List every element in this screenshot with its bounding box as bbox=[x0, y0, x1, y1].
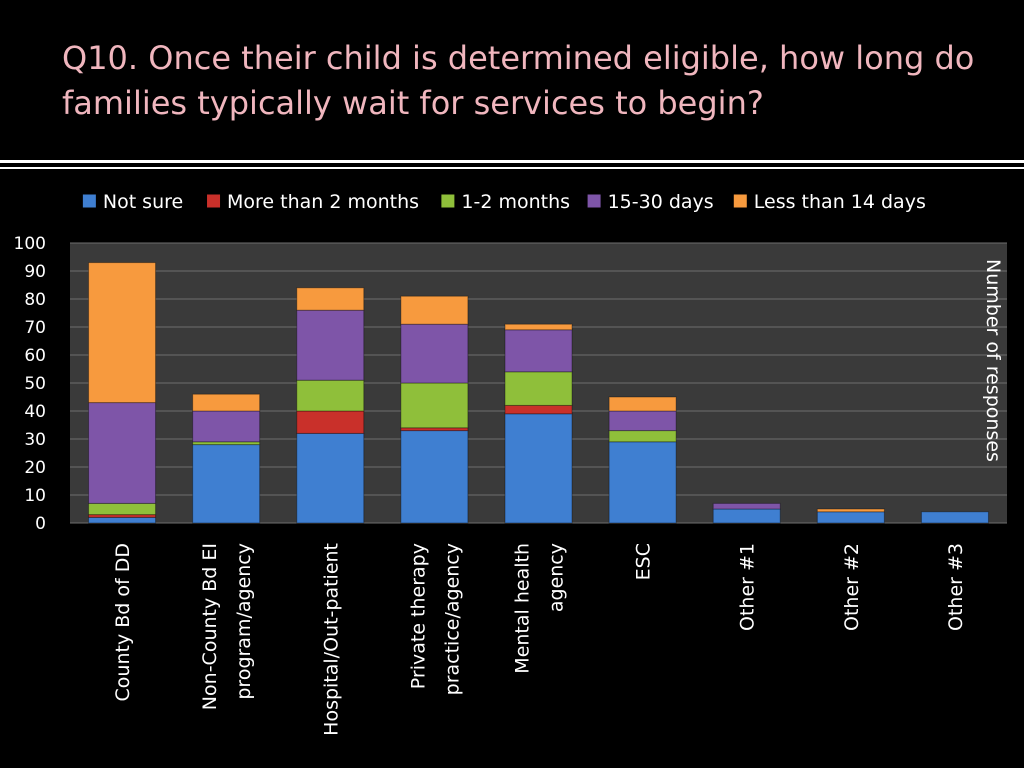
legend-label: Not sure bbox=[103, 191, 183, 213]
bar-segment-less-than-14-days bbox=[816, 508, 885, 513]
legend-label: More than 2 months bbox=[227, 191, 419, 213]
bar-segment-15-30-days bbox=[88, 402, 157, 504]
bar-segment-not-sure bbox=[400, 430, 469, 524]
bar-segment-15-30-days bbox=[192, 410, 261, 443]
bar-segment-15-30-days bbox=[504, 329, 573, 373]
title-rule-bottom bbox=[0, 167, 1024, 169]
x-category-label: County Bd of DD bbox=[112, 543, 134, 701]
x-category-label: ESC bbox=[633, 543, 655, 580]
title-rule-top bbox=[0, 160, 1024, 163]
plot-area bbox=[70, 242, 1007, 524]
legend-swatch-1-2-months bbox=[441, 194, 455, 208]
bar-segment-less-than-14-days bbox=[608, 396, 677, 412]
bar-segment-not-sure bbox=[920, 511, 989, 524]
bar-segment-more-than-2-months bbox=[296, 410, 365, 434]
bar-segment-not-sure bbox=[504, 413, 573, 524]
y-tick-label: 60 bbox=[24, 346, 46, 366]
bar-segment-less-than-14-days bbox=[296, 287, 365, 311]
bar-segment-15-30-days bbox=[296, 309, 365, 381]
bar-segment-1-2-months bbox=[400, 382, 469, 429]
bar-segment-not-sure bbox=[296, 432, 365, 524]
bar-segment-1-2-months bbox=[296, 379, 365, 412]
bar-segment-not-sure bbox=[88, 516, 157, 524]
y-tick-label: 50 bbox=[24, 374, 46, 394]
legend-swatch-15-30-days bbox=[587, 194, 601, 208]
bar-segment-not-sure bbox=[608, 441, 677, 524]
bar-segment-1-2-months bbox=[504, 371, 573, 406]
bar-segment-15-30-days bbox=[712, 502, 781, 510]
y-tick-label: 40 bbox=[24, 402, 46, 422]
bar-segment-less-than-14-days bbox=[400, 295, 469, 325]
bar-segment-1-2-months bbox=[88, 502, 157, 516]
x-category-label: Non-County Bd EI program/agency bbox=[199, 543, 255, 710]
slide-title: Q10. Once their child is determined elig… bbox=[62, 39, 975, 122]
legend-swatch-less-than-14-days bbox=[733, 194, 747, 208]
bar-segment-less-than-14-days bbox=[88, 262, 157, 404]
y-tick-label: 100 bbox=[14, 234, 46, 254]
x-category-label: Hospital/Out-patient bbox=[320, 543, 342, 736]
bar-segment-not-sure bbox=[816, 511, 885, 524]
bar-segment-not-sure bbox=[712, 508, 781, 524]
y-tick-label: 0 bbox=[35, 514, 46, 534]
bar-segment-not-sure bbox=[192, 444, 261, 524]
x-category-label: Other #3 bbox=[945, 543, 967, 631]
bar-segment-15-30-days bbox=[608, 410, 677, 432]
y-tick-label: 20 bbox=[24, 458, 46, 478]
x-category-label: Mental health agency bbox=[512, 543, 568, 674]
x-category-label: Other #2 bbox=[841, 543, 863, 631]
legend-label: 1-2 months bbox=[461, 191, 570, 213]
y-tick-label: 30 bbox=[24, 430, 46, 450]
legend-swatch-more-than-2-months bbox=[207, 194, 221, 208]
bar-segment-15-30-days bbox=[400, 323, 469, 384]
legend-label: 15-30 days bbox=[608, 191, 714, 213]
bar-segment-less-than-14-days bbox=[192, 393, 261, 412]
y-axis-title: Number of responses bbox=[982, 259, 1004, 462]
legend-swatch-not-sure bbox=[82, 194, 96, 208]
y-tick-label: 70 bbox=[24, 318, 46, 338]
bar-segment-1-2-months bbox=[608, 430, 677, 443]
y-axis: 0 10 20 30 40 50 60 70 80 90 100 Number of response… bbox=[14, 234, 1004, 534]
bar-segment-more-than-2-months bbox=[504, 404, 573, 415]
x-axis: County Bd of DD Non-County Bd EI program/a… bbox=[112, 543, 967, 736]
y-tick-label: 90 bbox=[24, 262, 46, 282]
x-category-label: Private therapy practice/agency bbox=[407, 543, 463, 695]
x-category-label: Other #1 bbox=[737, 543, 759, 631]
bar-segment-less-than-14-days bbox=[504, 323, 573, 331]
legend-label: Less than 14 days bbox=[754, 191, 926, 213]
y-tick-label: 10 bbox=[24, 486, 46, 506]
y-tick-label: 80 bbox=[24, 290, 46, 310]
chart-legend: Not sure More than 2 months 1-2 months 15-3… bbox=[82, 191, 926, 213]
